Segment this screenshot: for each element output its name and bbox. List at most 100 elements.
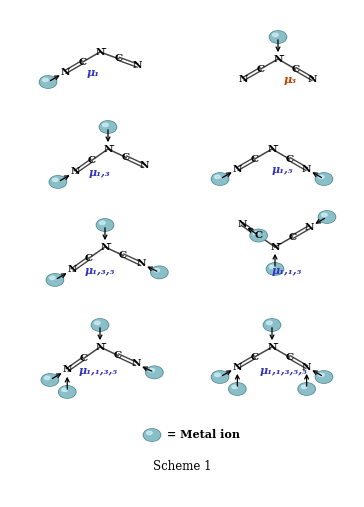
Text: μ₁,₁,₅: μ₁,₁,₅	[272, 265, 302, 275]
Ellipse shape	[267, 264, 283, 274]
Ellipse shape	[215, 175, 220, 178]
Ellipse shape	[92, 319, 108, 331]
Ellipse shape	[59, 386, 76, 398]
Ellipse shape	[253, 232, 259, 235]
Ellipse shape	[40, 77, 56, 87]
Text: N: N	[267, 343, 277, 351]
Ellipse shape	[215, 373, 220, 377]
Text: N: N	[63, 366, 72, 375]
Ellipse shape	[50, 176, 66, 188]
Ellipse shape	[100, 221, 105, 225]
Text: −: −	[272, 340, 278, 347]
Ellipse shape	[46, 274, 64, 286]
Ellipse shape	[318, 373, 324, 377]
Ellipse shape	[60, 386, 75, 397]
Text: N: N	[239, 75, 248, 84]
Text: N: N	[233, 363, 242, 372]
Ellipse shape	[251, 230, 266, 241]
Ellipse shape	[146, 366, 163, 379]
Text: −: −	[278, 52, 284, 59]
Ellipse shape	[316, 173, 332, 185]
Ellipse shape	[273, 33, 278, 37]
Ellipse shape	[232, 385, 238, 388]
Ellipse shape	[47, 274, 63, 285]
Ellipse shape	[62, 388, 67, 391]
Text: N: N	[95, 343, 105, 351]
Ellipse shape	[50, 276, 55, 279]
Text: N: N	[302, 164, 311, 173]
Ellipse shape	[270, 31, 286, 43]
Ellipse shape	[100, 122, 116, 132]
Text: C: C	[114, 351, 122, 360]
Ellipse shape	[103, 123, 108, 127]
Text: N: N	[302, 363, 311, 372]
Text: N: N	[67, 266, 77, 274]
Ellipse shape	[229, 383, 246, 395]
Ellipse shape	[97, 220, 113, 231]
Text: N: N	[71, 167, 80, 176]
Ellipse shape	[212, 173, 228, 185]
Ellipse shape	[321, 213, 327, 216]
Ellipse shape	[264, 319, 281, 331]
Text: N: N	[131, 359, 141, 369]
Ellipse shape	[266, 263, 284, 275]
Text: μ₁,₃,₅: μ₁,₃,₅	[85, 265, 115, 275]
Ellipse shape	[41, 374, 59, 386]
Ellipse shape	[298, 383, 315, 395]
Text: C: C	[251, 352, 259, 361]
Ellipse shape	[264, 319, 280, 331]
Ellipse shape	[266, 321, 272, 324]
Text: C: C	[119, 251, 127, 260]
Ellipse shape	[143, 429, 161, 441]
Text: C: C	[84, 254, 93, 263]
Ellipse shape	[43, 78, 48, 82]
Ellipse shape	[52, 178, 58, 182]
Text: C: C	[257, 64, 265, 74]
Text: N: N	[233, 164, 242, 173]
Ellipse shape	[154, 269, 159, 272]
Text: N: N	[61, 67, 70, 77]
Text: N: N	[139, 161, 149, 170]
Ellipse shape	[316, 372, 332, 382]
Ellipse shape	[269, 31, 286, 43]
Text: C: C	[115, 54, 123, 63]
Ellipse shape	[318, 211, 336, 223]
Text: μ₁,₁,₃,₅,₅: μ₁,₁,₃,₅,₅	[260, 366, 308, 377]
Text: μ₁,₅: μ₁,₅	[272, 163, 294, 174]
Text: −: −	[100, 45, 106, 53]
Text: N: N	[136, 260, 146, 268]
Text: C: C	[79, 57, 87, 66]
Ellipse shape	[212, 372, 228, 382]
Ellipse shape	[49, 176, 67, 188]
Ellipse shape	[147, 431, 152, 434]
Ellipse shape	[152, 267, 167, 278]
Ellipse shape	[99, 121, 116, 133]
Text: −: −	[108, 141, 114, 150]
Text: N: N	[133, 61, 142, 70]
Ellipse shape	[91, 319, 108, 331]
Ellipse shape	[149, 369, 155, 372]
Ellipse shape	[42, 375, 58, 385]
Ellipse shape	[147, 367, 162, 378]
Ellipse shape	[39, 76, 57, 88]
Ellipse shape	[144, 429, 160, 441]
Text: C: C	[285, 352, 293, 361]
Text: C: C	[288, 233, 296, 241]
Ellipse shape	[44, 376, 50, 380]
Ellipse shape	[270, 265, 275, 269]
Text: μ₁,₃: μ₁,₃	[89, 166, 111, 177]
Text: μ₁: μ₁	[87, 66, 99, 78]
Text: N: N	[267, 144, 277, 154]
Text: C: C	[291, 64, 299, 74]
Ellipse shape	[211, 173, 229, 185]
Text: Scheme 1: Scheme 1	[153, 460, 211, 474]
Text: N: N	[95, 48, 105, 56]
Ellipse shape	[96, 219, 114, 231]
Text: N: N	[103, 144, 113, 154]
Text: μ₃: μ₃	[284, 74, 297, 85]
Text: μ₁,₁,₃,₅: μ₁,₁,₃,₅	[78, 366, 118, 377]
Ellipse shape	[95, 321, 100, 324]
Text: N: N	[305, 223, 314, 232]
Text: N: N	[270, 242, 280, 251]
Ellipse shape	[250, 229, 267, 242]
